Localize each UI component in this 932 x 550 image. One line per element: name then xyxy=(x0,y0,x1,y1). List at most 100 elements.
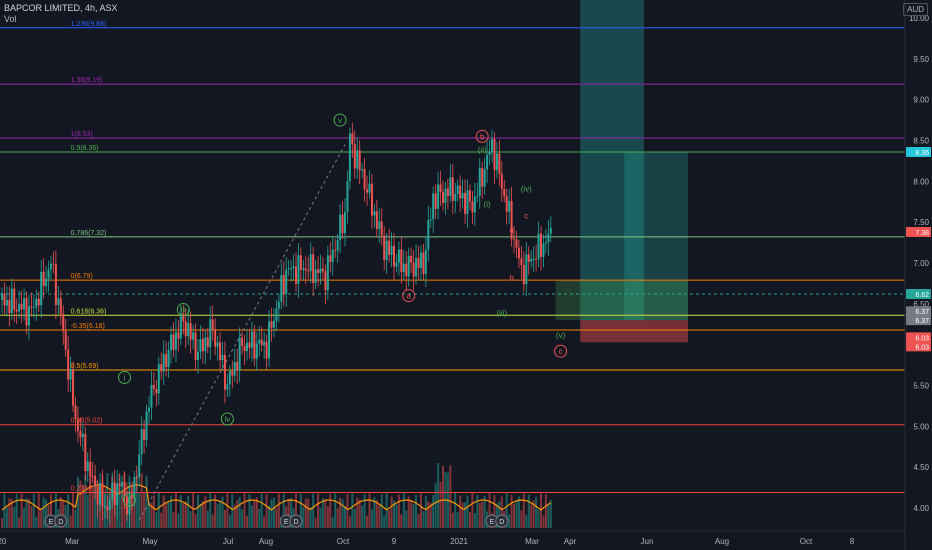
candle-body xyxy=(145,411,148,440)
wave-label[interactable]: (iii) xyxy=(496,309,507,318)
candle-body xyxy=(385,240,388,261)
event-marker[interactable] xyxy=(54,514,68,528)
candle-body xyxy=(25,298,28,326)
candle-body xyxy=(285,269,288,295)
volume-bar xyxy=(439,481,442,528)
candle-body xyxy=(72,368,75,406)
candle-body xyxy=(495,153,498,171)
candle-body xyxy=(50,263,52,270)
candle-body xyxy=(373,211,376,216)
wave-label-circle xyxy=(333,113,347,127)
volume-bar xyxy=(397,494,400,528)
volume-bar xyxy=(91,490,94,528)
volume-bar xyxy=(287,498,290,528)
volume-bar xyxy=(248,494,251,528)
volume-bar xyxy=(155,512,158,528)
wave-label-circle xyxy=(220,412,234,426)
candle-body xyxy=(348,133,351,182)
volume-bar xyxy=(422,511,425,528)
candle-body xyxy=(400,249,403,273)
volume-bar xyxy=(172,511,175,528)
wave-label[interactable]: c xyxy=(524,212,528,221)
volume-bar xyxy=(223,509,226,528)
candle-body xyxy=(459,185,462,199)
candle-body xyxy=(199,339,202,352)
volume-bar xyxy=(307,498,310,528)
fib-level-label: 0(6.79) xyxy=(71,273,93,280)
volume-bar xyxy=(304,498,307,528)
price-axis-tick: 8.00 xyxy=(913,177,929,186)
wave-label[interactable]: iv xyxy=(225,415,231,424)
volume-indicator-label[interactable]: Vol xyxy=(4,14,17,24)
candle-body xyxy=(468,190,471,202)
volume-bar xyxy=(250,505,253,528)
volume-bar xyxy=(530,504,533,528)
candle-body xyxy=(478,168,481,196)
wave-label[interactable]: (v) xyxy=(556,331,566,340)
wave-label[interactable]: b xyxy=(480,132,485,141)
volume-bar xyxy=(361,505,364,528)
volume-bar xyxy=(219,500,222,528)
wave-label[interactable]: iii xyxy=(181,306,187,315)
candle-body xyxy=(8,299,11,314)
volume-bar xyxy=(456,512,459,528)
volume-bar xyxy=(192,493,195,528)
wave-label[interactable]: i xyxy=(124,373,126,382)
time-axis-tick: 20 xyxy=(0,537,7,546)
candle-body xyxy=(250,331,253,348)
volume-bar xyxy=(383,515,386,528)
candle-body xyxy=(233,362,236,376)
candle-body xyxy=(473,196,476,213)
symbol-title[interactable]: BAPCOR LIMITED, 4h, ASX xyxy=(4,3,118,13)
volume-bar xyxy=(62,499,65,528)
volume-bar xyxy=(415,494,418,528)
volume-bar xyxy=(272,497,275,528)
volume-bar xyxy=(59,497,62,528)
volume-bar xyxy=(150,502,153,528)
candle-body xyxy=(143,429,146,440)
candle-body xyxy=(280,275,283,302)
candle-body xyxy=(18,303,21,312)
candle-body xyxy=(184,321,187,337)
wave-label[interactable]: c xyxy=(559,347,563,356)
candle-body xyxy=(206,337,209,348)
wave-label[interactable]: ii xyxy=(128,496,132,505)
trend-projection-line[interactable] xyxy=(138,144,346,521)
price-badge-label: 8.36 xyxy=(915,150,929,157)
event-marker[interactable] xyxy=(289,514,303,528)
entry-zone xyxy=(555,280,688,321)
wave-label[interactable]: v xyxy=(338,116,342,125)
volume-bar xyxy=(532,500,535,528)
wave-label[interactable]: a xyxy=(509,226,514,235)
volume-bar xyxy=(84,474,87,528)
volume-bar xyxy=(206,510,209,528)
candle-body xyxy=(326,255,329,291)
volume-bar xyxy=(67,494,70,528)
candle-body xyxy=(96,486,99,505)
candle-body xyxy=(346,181,349,212)
wave-label[interactable]: (iv) xyxy=(521,185,532,194)
event-marker[interactable] xyxy=(495,514,509,528)
candle-body xyxy=(375,211,378,230)
candle-body xyxy=(138,454,141,478)
candle-body xyxy=(64,331,67,350)
volume-bar xyxy=(165,502,168,528)
price-badge-label: 6.62 xyxy=(915,292,929,299)
volume-bar xyxy=(214,494,217,528)
wave-label[interactable]: b xyxy=(509,274,514,283)
volume-bar xyxy=(449,465,452,528)
volume-bar xyxy=(419,493,422,528)
volume-bar xyxy=(525,514,528,528)
price-axis-tick: 10.00 xyxy=(909,14,930,23)
volume-bar xyxy=(405,510,408,528)
candle-body xyxy=(106,506,109,511)
wave-label[interactable]: (ii) xyxy=(478,145,487,154)
price-axis-tick: 7.50 xyxy=(913,218,929,227)
volume-bar xyxy=(326,506,329,528)
volume-bar xyxy=(76,476,79,528)
candle-body xyxy=(451,177,454,201)
wave-label[interactable]: (i) xyxy=(484,200,491,209)
volume-bar xyxy=(270,499,273,528)
wave-label[interactable]: a xyxy=(406,292,411,301)
